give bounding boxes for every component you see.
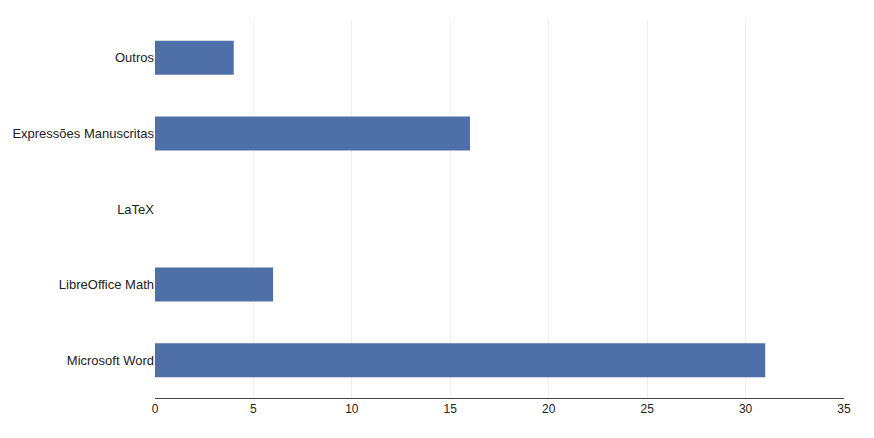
svg-text:Outros: Outros xyxy=(115,50,155,65)
svg-text:LibreOffice Math: LibreOffice Math xyxy=(59,277,154,292)
svg-text:20: 20 xyxy=(542,402,556,416)
svg-text:10: 10 xyxy=(345,402,359,416)
svg-text:5: 5 xyxy=(250,402,257,416)
svg-text:15: 15 xyxy=(444,402,458,416)
svg-text:35: 35 xyxy=(837,402,851,416)
svg-text:Expressões Manuscritas: Expressões Manuscritas xyxy=(12,126,154,141)
svg-text:LaTeX: LaTeX xyxy=(117,202,154,217)
svg-text:25: 25 xyxy=(640,402,654,416)
svg-text:Microsoft Word: Microsoft Word xyxy=(67,353,154,368)
svg-text:0: 0 xyxy=(152,402,159,416)
svg-text:30: 30 xyxy=(739,402,753,416)
